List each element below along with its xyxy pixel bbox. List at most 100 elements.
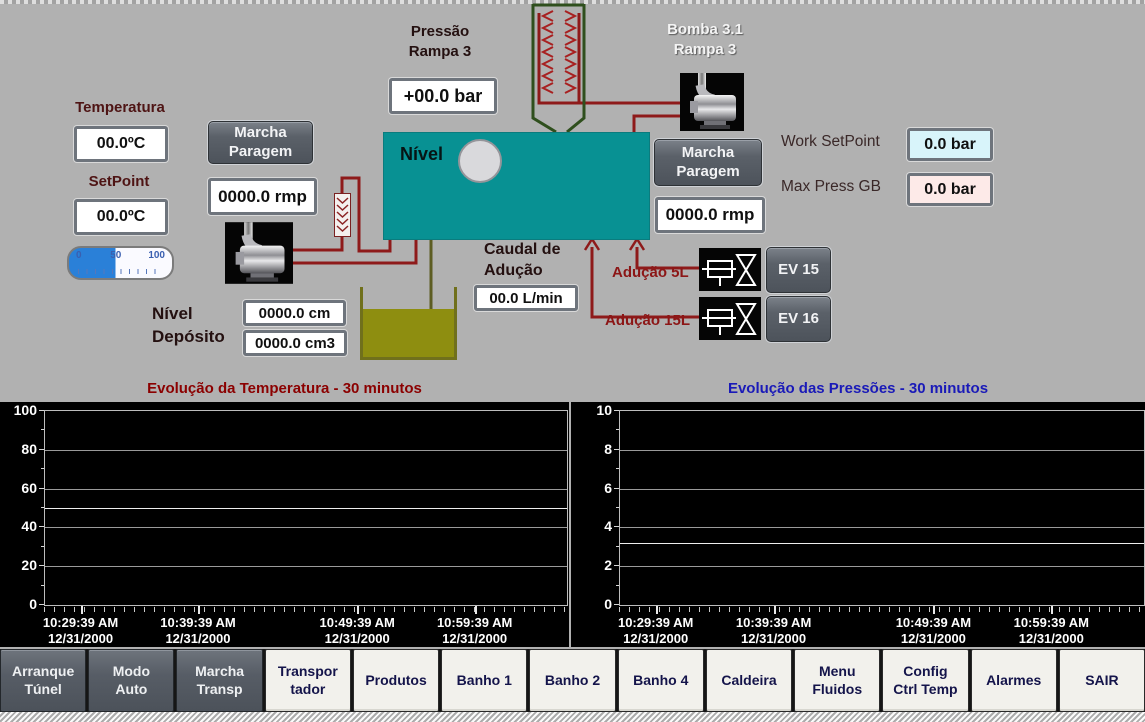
y-minor-tick [616, 584, 619, 586]
nav-button[interactable]: Menu Fluidos [794, 649, 881, 712]
x-major-tick [80, 606, 83, 614]
y-minor-tick [616, 429, 619, 431]
gauge-mid-label: 50 [110, 250, 122, 261]
marcha-paragem-left-button[interactable]: Marcha Paragem [208, 121, 313, 164]
y-tick-label: 2 [604, 557, 612, 574]
y-tick-label: 6 [604, 479, 612, 496]
y-tick-label: 4 [604, 518, 612, 535]
deposit-liquid [363, 309, 454, 357]
nav-button[interactable]: Modo Auto [88, 649, 175, 712]
window-top-edge [0, 0, 1145, 4]
y-minor-tick [41, 507, 44, 508]
nav-button[interactable]: Config Ctrl Temp [882, 649, 969, 712]
x-major-tick [1051, 606, 1054, 614]
rpm-right-field: 0000.0 rmp [655, 197, 765, 233]
reference-line [620, 542, 1144, 544]
x-major-tick [474, 606, 477, 614]
work-setpoint-label: Work SetPoint [781, 133, 880, 150]
x-tick-label: 10:39:39 AM 12/31/2000 [160, 615, 236, 647]
chart-title-temperature: Evolução da Temperatura - 30 minutos [147, 380, 422, 397]
reference-line [45, 508, 567, 509]
max-press-field[interactable]: 0.0 bar [907, 173, 993, 206]
y-tick-mark [614, 487, 619, 489]
x-minor-ticks [44, 607, 566, 612]
nav-button[interactable]: Banho 4 [617, 649, 704, 712]
plot-area [619, 410, 1145, 606]
y-tick-mark [614, 448, 619, 450]
valve-ev16-icon [699, 297, 761, 340]
nav-button[interactable]: Banho 2 [529, 649, 616, 712]
x-tick-label: 10:29:39 AM 12/31/2000 [42, 615, 119, 647]
nav-button[interactable]: Produtos [352, 649, 440, 712]
x-minor-ticks [619, 607, 1143, 612]
y-tick-label: 40 [21, 518, 37, 535]
grid-line [620, 449, 1144, 451]
tank-level-indicator [458, 139, 502, 183]
grid-line [620, 566, 1144, 568]
x-major-tick [773, 606, 776, 614]
grid-line [45, 527, 567, 529]
caudal-value-field: 00.0 L/min [474, 285, 578, 311]
y-tick-mark [39, 410, 44, 411]
aducao-5l-label: Adução 5L [612, 264, 689, 281]
gauge-min-label: 0 [76, 250, 82, 261]
x-major-tick [655, 606, 658, 614]
grid-line [45, 566, 567, 568]
x-tick-label: 10:39:39 AM 12/31/2000 [735, 615, 812, 647]
filter-icon [334, 193, 351, 237]
aducao-15l-label: Adução 15L [605, 312, 691, 329]
temperature-gauge-slider[interactable]: 0 50 100 [67, 246, 174, 280]
temperatura-value-field: 00.0ºC [74, 126, 168, 162]
y-tick-mark [614, 604, 619, 605]
nav-button[interactable]: Marcha Transp [176, 649, 263, 712]
y-minor-tick [41, 468, 44, 470]
bomba-title: Bomba 3.1 Rampa 3 [667, 21, 743, 58]
x-tick-label: 10:49:39 AM 12/31/2000 [895, 615, 972, 647]
y-tick-label: 0 [29, 596, 37, 612]
caudal-label: Caudal de Adução [484, 241, 561, 279]
y-tick-mark [39, 448, 44, 450]
y-tick-label: 0 [604, 596, 612, 612]
x-tick-label: 10:59:39 AM 12/31/2000 [1013, 615, 1089, 647]
y-tick-mark [614, 526, 619, 528]
y-tick-label: 8 [604, 440, 612, 457]
nav-button[interactable]: SAIR [1058, 649, 1145, 712]
temperatura-label: Temperatura [75, 99, 165, 116]
nivel-deposito-cm-field: 0000.0 cm [243, 300, 346, 326]
ev16-button[interactable]: EV 16 [766, 296, 831, 342]
nav-button[interactable]: Caldeira [705, 649, 793, 712]
grid-line [620, 488, 1144, 490]
y-tick-mark [614, 565, 619, 567]
x-tick-label: 10:59:39 AM 12/31/2000 [436, 615, 513, 647]
gauge-ticks [78, 269, 163, 274]
pressao-rampa-label: Pressão Rampa 3 [408, 23, 472, 61]
nav-button[interactable]: Alarmes [970, 649, 1057, 712]
nav-button[interactable]: Banho 1 [441, 649, 528, 712]
y-tick-mark [39, 487, 44, 489]
work-setpoint-field[interactable]: 0.0 bar [907, 128, 993, 161]
y-tick-label: 100 [13, 402, 37, 418]
y-tick-label: 80 [21, 440, 37, 457]
marcha-paragem-right-button[interactable]: Marcha Paragem [654, 139, 762, 186]
y-minor-tick [41, 429, 44, 431]
spray-funnel [531, 3, 586, 134]
y-minor-tick [616, 468, 619, 470]
x-major-tick [933, 606, 936, 614]
nav-button[interactable]: Arranque Túnel [0, 649, 87, 712]
ev15-button[interactable]: EV 15 [766, 247, 831, 293]
max-press-label: Max Press GB [781, 178, 881, 195]
y-tick-label: 60 [21, 479, 37, 496]
nav-button[interactable]: Transpor tador [264, 649, 351, 712]
x-tick-label: 10:49:39 AM 12/31/2000 [319, 615, 395, 647]
setpoint-label: SetPoint [88, 173, 150, 190]
y-tick-label: 20 [21, 557, 37, 574]
y-tick-mark [39, 604, 44, 605]
y-tick-mark [39, 526, 44, 528]
setpoint-value-field[interactable]: 00.0ºC [74, 199, 168, 235]
piping-diagram [293, 3, 699, 340]
nivel-deposito-label: Nível Depósito [152, 304, 225, 346]
valve-ev15-icon [699, 248, 761, 291]
tank-nivel-label: Nível [400, 144, 444, 164]
flow-arrows [583, 236, 646, 251]
chart-title-pressure: Evolução das Pressões - 30 minutos [727, 380, 989, 397]
